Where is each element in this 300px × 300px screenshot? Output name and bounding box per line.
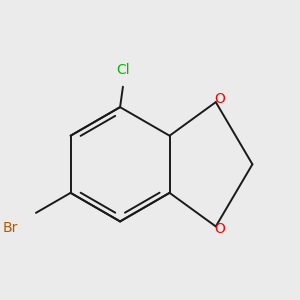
Text: Cl: Cl [116,63,130,77]
Text: O: O [214,222,225,236]
Text: O: O [214,92,225,106]
Text: Br: Br [2,221,18,235]
